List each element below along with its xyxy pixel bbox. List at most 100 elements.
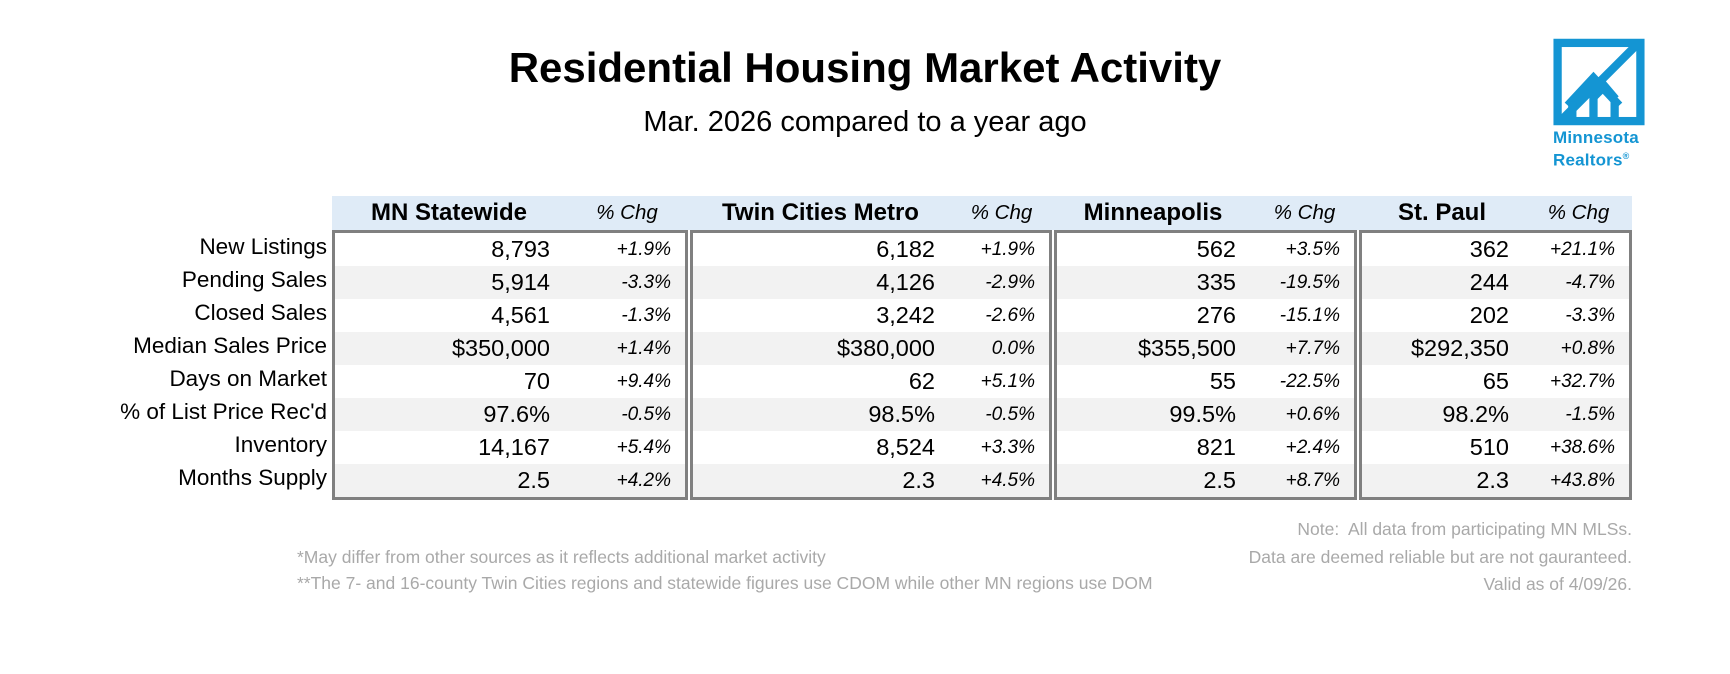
table-row: 335 -19.5% (1057, 266, 1354, 299)
column-header-pct-chg: % Chg (1273, 201, 1336, 224)
table-row: 97.6% -0.5% (335, 398, 685, 431)
table-row: 8,793 +1.9% (335, 233, 685, 266)
pct-chg-cell: +5.4% (616, 436, 671, 458)
value-cell: 2.3 (1476, 467, 1509, 493)
table-row: 244 -4.7% (1362, 266, 1629, 299)
group-header: Twin Cities Metro % Chg (690, 196, 1052, 230)
table-row: 510 +38.6% (1362, 431, 1629, 464)
row-label-column: New Listings Pending Sales Closed Sales Med… (100, 196, 332, 494)
value-cell: 202 (1469, 302, 1509, 328)
column-header-minneapolis: Minneapolis (1083, 199, 1223, 226)
group-twin-cities-metro: Twin Cities Metro % Chg 6,182 +1.9% 4,126 -2.… (690, 196, 1052, 500)
column-header-st-paul: St. Paul (1397, 199, 1487, 226)
pct-chg-cell: +2.4% (1285, 436, 1340, 458)
group-header: St. Paul % Chg (1359, 196, 1632, 230)
table-row: 98.5% -0.5% (693, 398, 1049, 431)
row-label-inventory: Inventory (234, 432, 327, 457)
column-header-pct-chg: % Chg (1547, 201, 1610, 224)
row-label-closed-sales: Closed Sales (194, 300, 327, 325)
footnote-line: **The 7- and 16-county Twin Cities regio… (297, 573, 1153, 593)
table-row: $292,350 +0.8% (1362, 332, 1629, 365)
table-row: 202 -3.3% (1362, 299, 1629, 332)
value-cell: $355,500 (1137, 335, 1236, 361)
pct-chg-cell: +7.7% (1285, 337, 1340, 359)
pct-chg-cell: -1.3% (621, 304, 671, 326)
page-title: Residential Housing Market Activity (508, 44, 1222, 91)
value-cell: 821 (1196, 434, 1236, 460)
value-cell: 510 (1469, 434, 1509, 460)
note-line: Valid as of 4/09/26. (1483, 574, 1632, 594)
table-row: 6,182 +1.9% (693, 233, 1049, 266)
footnotes: *May differ from other sources as it ref… (297, 544, 1153, 596)
row-label-months-supply: Months Supply (178, 465, 327, 490)
value-cell: 55 (1209, 368, 1236, 394)
pct-chg-cell: +32.7% (1550, 370, 1615, 392)
table-row: $380,000 0.0% (693, 332, 1049, 365)
value-cell: 2.3 (902, 467, 935, 493)
value-cell: 98.5% (868, 401, 935, 427)
value-cell: 276 (1196, 302, 1236, 328)
table-row: 4,126 -2.9% (693, 266, 1049, 299)
column-header-pct-chg: % Chg (970, 201, 1033, 224)
pct-chg-cell: -15.1% (1279, 304, 1340, 326)
group-body: 362 +21.1% 244 -4.7% 202 -3.3% $292,350 +0.8% 65… (1359, 230, 1632, 500)
value-cell: 2.5 (517, 467, 550, 493)
pct-chg-cell: +1.4% (616, 337, 671, 359)
pct-chg-cell: -3.3% (621, 271, 671, 293)
row-label-median-sales-price: Median Sales Price (133, 333, 327, 358)
group-body: 6,182 +1.9% 4,126 -2.9% 3,242 -2.6% $380,000 0.… (690, 230, 1052, 500)
pct-chg-cell: +21.1% (1550, 238, 1615, 260)
group-mn-statewide: MN Statewide % Chg 8,793 +1.9% 5,914 -3.3% 4,5… (332, 196, 688, 500)
pct-chg-cell: -0.5% (621, 403, 671, 425)
value-cell: 6,182 (876, 236, 935, 262)
value-cell: 62 (908, 368, 935, 394)
pct-chg-cell: -1.5% (1565, 403, 1615, 425)
value-cell: 4,561 (491, 302, 550, 328)
footnote-line: *May differ from other sources as it ref… (297, 547, 826, 567)
column-header-mn-statewide: MN Statewide (370, 199, 528, 226)
table-row: 2.5 +4.2% (335, 464, 685, 497)
note-line: Data are deemed reliable but are not gau… (1248, 546, 1632, 567)
group-minneapolis: Minneapolis % Chg 562 +3.5% 335 -19.5% 276 -15.… (1054, 196, 1357, 500)
value-cell: 5,914 (491, 269, 550, 295)
pct-chg-cell: +38.6% (1550, 436, 1615, 458)
value-cell: 2.5 (1203, 467, 1236, 493)
table-row: 5,914 -3.3% (335, 266, 685, 299)
table-row: 99.5% +0.6% (1057, 398, 1354, 431)
table-row: 562 +3.5% (1057, 233, 1354, 266)
table-row: 4,561 -1.3% (335, 299, 685, 332)
logo-wordmark: Minnesota Realtors® (1553, 128, 1673, 170)
pct-chg-cell: +5.1% (980, 370, 1035, 392)
value-cell: 3,242 (876, 302, 935, 328)
value-cell: 97.6% (483, 401, 550, 427)
pct-chg-cell: +1.9% (980, 238, 1035, 260)
table-row: 2.3 +43.8% (1362, 464, 1629, 497)
table-row: 821 +2.4% (1057, 431, 1354, 464)
pct-chg-cell: +4.2% (616, 469, 671, 491)
pct-chg-cell: +4.5% (980, 469, 1035, 491)
value-cell: 70 (523, 368, 550, 394)
group-st-paul: St. Paul % Chg 362 +21.1% 244 -4.7% 202 -3.3% $2… (1359, 196, 1632, 500)
pct-chg-cell: +43.8% (1550, 469, 1615, 491)
group-header: MN Statewide % Chg (332, 196, 688, 230)
value-cell: $350,000 (451, 335, 550, 361)
table-row: 362 +21.1% (1362, 233, 1629, 266)
value-cell: 14,167 (478, 434, 550, 460)
group-body: 562 +3.5% 335 -19.5% 276 -15.1% $355,500 +7.7% 5… (1054, 230, 1357, 500)
row-label-pending-sales: Pending Sales (181, 267, 327, 292)
group-body: 8,793 +1.9% 5,914 -3.3% 4,561 -1.3% $350,000 +1… (332, 230, 688, 500)
row-label-new-listings: New Listings (199, 234, 327, 259)
value-cell: $380,000 (836, 335, 935, 361)
pct-chg-cell: +8.7% (1285, 469, 1340, 491)
pct-chg-cell: -19.5% (1279, 271, 1340, 293)
table-row: 62 +5.1% (693, 365, 1049, 398)
pct-chg-cell: -22.5% (1279, 370, 1340, 392)
pct-chg-cell: +1.9% (616, 238, 671, 260)
logo-line2: Realtors® (1553, 150, 1630, 170)
pct-chg-cell: -2.6% (985, 304, 1035, 326)
table-row: 3,242 -2.6% (693, 299, 1049, 332)
value-cell: 244 (1469, 269, 1509, 295)
table-row: 70 +9.4% (335, 365, 685, 398)
table-header-band (332, 196, 1632, 230)
value-cell: 4,126 (876, 269, 935, 295)
